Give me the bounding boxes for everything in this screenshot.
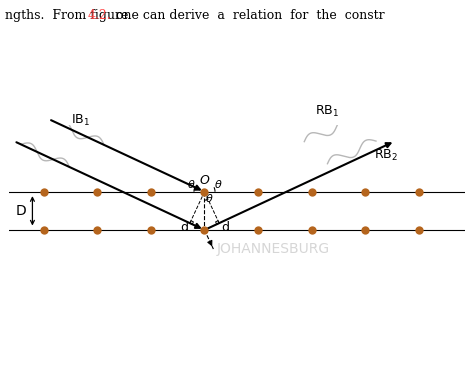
Text: RB$_1$: RB$_1$ [315,104,339,119]
Text: D: D [16,204,27,218]
Text: IB$_1$: IB$_1$ [72,114,91,129]
Text: d: d [221,221,229,234]
Text: ngths.  From figure: ngths. From figure [5,9,132,23]
Text: $\theta$: $\theta$ [187,178,195,190]
Text: JOHANNESBURG: JOHANNESBURG [217,242,330,256]
Text: $O$: $O$ [199,174,210,187]
Text: 4.2.: 4.2. [88,9,111,23]
Text: $\theta$: $\theta$ [214,178,222,190]
Text: RB$_2$: RB$_2$ [374,148,398,163]
Text: one can derive  a  relation  for  the  constr: one can derive a relation for the constr [108,9,385,23]
Text: $\theta$: $\theta$ [205,193,214,205]
Text: d: d [180,221,188,234]
